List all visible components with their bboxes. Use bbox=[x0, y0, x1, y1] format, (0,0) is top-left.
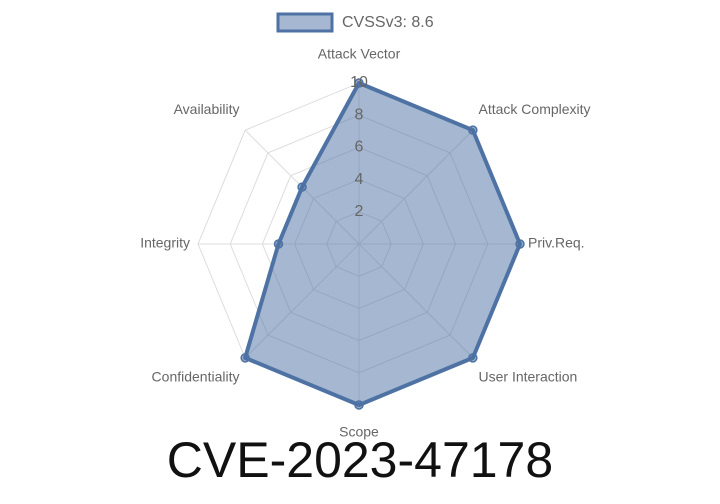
axis-label: Confidentiality bbox=[152, 368, 240, 384]
data-point bbox=[240, 353, 250, 363]
axis-label: Scope bbox=[339, 424, 379, 440]
axis-label: User Interaction bbox=[479, 368, 578, 384]
axis-label: Integrity bbox=[140, 235, 190, 251]
r-tick-label: 8 bbox=[355, 106, 364, 123]
data-point bbox=[354, 400, 364, 410]
legend-label: CVSSv3: 8.6 bbox=[342, 14, 434, 31]
axis-label: Attack Complexity bbox=[479, 101, 591, 117]
chart-title: CVE-2023-47178 bbox=[167, 432, 553, 488]
data-point bbox=[354, 78, 364, 88]
r-tick-label: 4 bbox=[355, 171, 364, 188]
legend-swatch bbox=[276, 12, 334, 33]
data-point bbox=[297, 182, 307, 192]
r-tick-label: 2 bbox=[355, 203, 364, 220]
axis-label: Priv.Req. bbox=[528, 235, 585, 251]
axis-label: Availability bbox=[174, 101, 240, 117]
r-tick-label: 10 bbox=[350, 74, 368, 91]
r-tick-label: 6 bbox=[355, 139, 364, 156]
series-area bbox=[243, 81, 522, 407]
axis-label: Attack Vector bbox=[318, 46, 401, 62]
data-point bbox=[468, 125, 478, 135]
data-point bbox=[468, 353, 478, 363]
data-point bbox=[273, 239, 284, 249]
data-point bbox=[515, 239, 525, 249]
